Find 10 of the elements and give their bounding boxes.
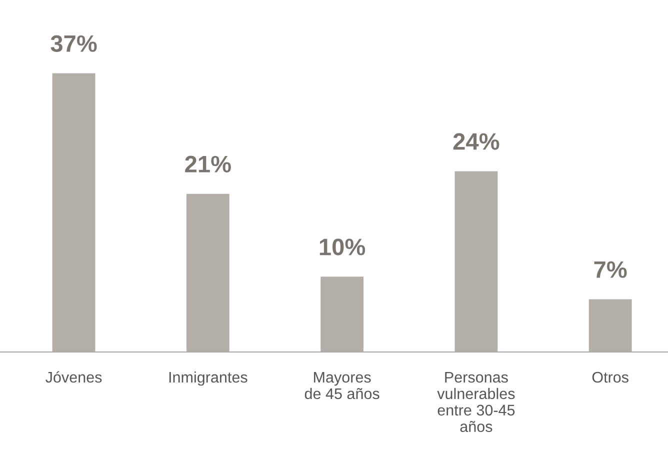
x-tick-label: Inmigrantes — [169, 371, 248, 386]
x-tick-label: Jóvenes — [46, 371, 102, 383]
x-tick-label: Otros — [592, 372, 628, 383]
data-label: 7% — [594, 261, 627, 278]
data-label: 24% — [453, 133, 500, 150]
x-tick-label: Mayores de 45 años — [304, 372, 380, 400]
data-label: 37% — [50, 35, 97, 52]
data-label: 21% — [185, 156, 231, 172]
data-label: 10% — [320, 238, 366, 256]
x-tick-label: Personas vulnerables entre 30-45 años — [437, 372, 515, 432]
